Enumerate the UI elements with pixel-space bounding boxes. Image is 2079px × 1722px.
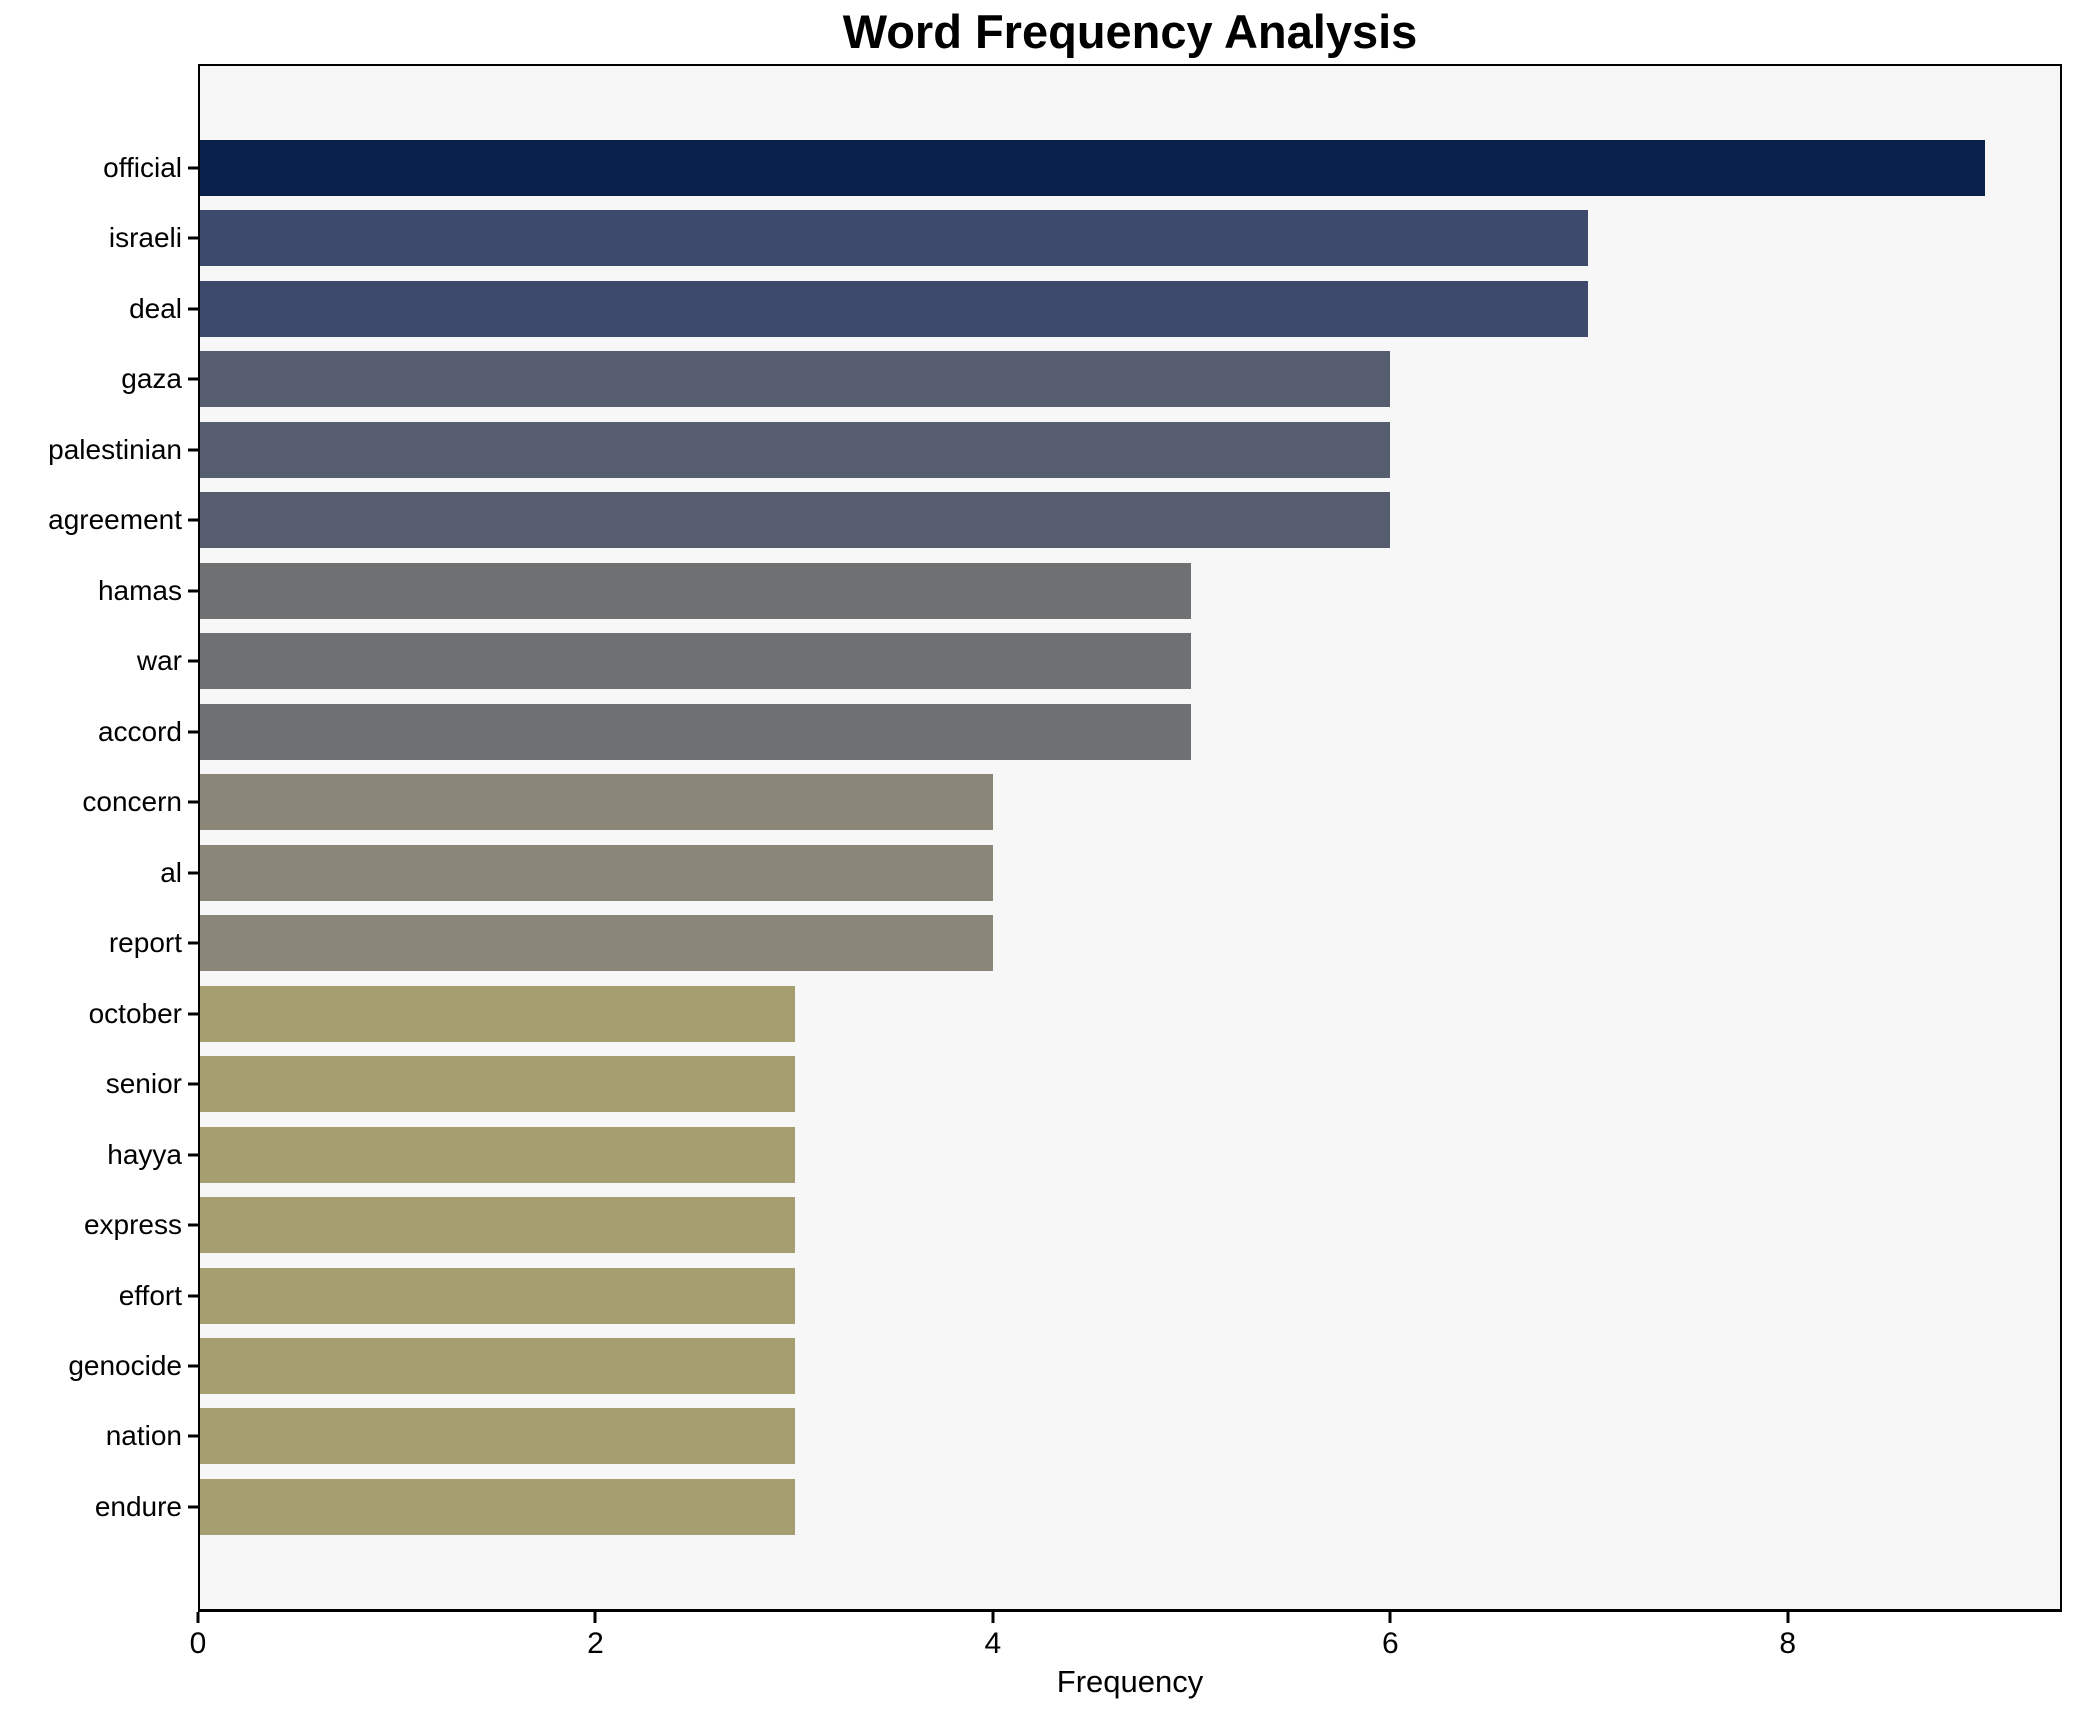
x-tick-label: 6: [1381, 1627, 1399, 1660]
y-tick-label: deal: [129, 292, 182, 324]
bar-row: report: [109, 915, 2060, 972]
bar-row: israeli: [109, 210, 2060, 267]
y-tick-label: report: [108, 927, 182, 959]
y-tick-label: senior: [105, 1068, 182, 1100]
bar-deal: [200, 280, 1589, 337]
y-tick-mark: [188, 166, 198, 170]
y-tick-mark: [188, 307, 198, 311]
bar-row: palestinian: [48, 421, 2060, 478]
bar-express: [200, 1197, 795, 1254]
x-axis-label: Frequency: [1056, 1664, 1204, 1699]
y-tick-label: hamas: [97, 574, 182, 606]
y-tick-mark: [188, 941, 198, 945]
y-tick-label: agreement: [48, 504, 182, 536]
y-tick-label: effort: [118, 1279, 182, 1311]
bar-row: agreement: [48, 492, 2060, 549]
x-tick-mark: [991, 1612, 995, 1623]
bar-row: express: [84, 1197, 2060, 1254]
y-tick-mark: [188, 659, 198, 663]
y-tick-label: endure: [94, 1490, 182, 1522]
x-tick-mark: [1388, 1612, 1392, 1623]
bar-war: [200, 633, 1192, 690]
y-tick-label: war: [136, 645, 182, 677]
bar-palestinian: [200, 421, 1390, 478]
y-tick-label: express: [83, 1209, 182, 1241]
x-tick-mark: [593, 1612, 597, 1623]
bar-hamas: [200, 562, 1192, 619]
y-tick-label: israeli: [108, 222, 182, 254]
bar-row: al: [160, 844, 2060, 901]
y-tick-label: palestinian: [48, 433, 182, 465]
y-tick-mark: [188, 589, 198, 593]
y-tick-mark: [188, 1505, 198, 1509]
x-tick-label: 0: [189, 1627, 207, 1660]
bar-israeli: [200, 210, 1589, 267]
y-tick-label: hayya: [107, 1138, 182, 1170]
y-tick-mark: [188, 236, 198, 240]
bar-al: [200, 844, 994, 901]
bar-hayya: [200, 1126, 795, 1183]
bar-senior: [200, 1056, 795, 1113]
bar-row: nation: [106, 1408, 2060, 1465]
bar-endure: [200, 1478, 795, 1535]
y-tick-mark: [188, 448, 198, 452]
bar-gaza: [200, 351, 1390, 408]
x-tick-mark: [196, 1612, 200, 1623]
bar-row: concern: [82, 774, 2060, 831]
y-tick-mark: [188, 1294, 198, 1297]
plot-area: official israeli deal gaza palestinian agreem…: [48, 64, 2062, 1612]
bar-row: hayya: [107, 1126, 2060, 1183]
y-tick-label: accord: [97, 715, 182, 747]
x-tick-label: 2: [587, 1627, 604, 1660]
y-tick-mark: [188, 871, 198, 875]
y-tick-label: al: [160, 856, 182, 888]
bar-report: [200, 915, 994, 972]
y-tick-label: official: [103, 152, 182, 183]
y-tick-label: genocide: [68, 1349, 182, 1381]
bar-row: senior: [106, 1056, 2060, 1113]
y-tick-label: october: [88, 997, 182, 1029]
y-tick-label: nation: [105, 1420, 182, 1452]
y-tick-mark: [188, 730, 198, 734]
x-tick-mark: [1786, 1612, 1790, 1623]
y-tick-mark: [188, 1364, 198, 1368]
y-tick-mark: [188, 1153, 198, 1157]
bar-genocide: [200, 1337, 795, 1394]
chart-title: Word Frequency Analysis: [842, 5, 1418, 58]
y-tick-mark: [188, 1434, 198, 1438]
x-axis: 0 2 4 6 8: [190, 1612, 2062, 1672]
y-tick-mark: [188, 1082, 198, 1086]
y-tick-mark: [188, 1012, 198, 1016]
bar-row: war: [137, 633, 2060, 690]
x-tick-label: 4: [984, 1627, 1002, 1660]
bar-nation: [200, 1408, 795, 1465]
x-tick-label: 8: [1779, 1627, 1797, 1660]
bar-concern: [200, 774, 994, 831]
bar-row: gaza: [121, 351, 2060, 408]
y-tick-mark: [188, 518, 198, 522]
bar-row: effort: [119, 1267, 2060, 1324]
bar-row: accord: [98, 703, 2060, 760]
y-tick-mark: [188, 800, 198, 804]
y-tick-mark: [188, 1223, 198, 1227]
y-tick-mark: [188, 377, 198, 381]
bar-row: deal: [129, 280, 2060, 337]
bar-agreement: [200, 492, 1390, 549]
bar-accord: [200, 703, 1192, 760]
bars-container: official israeli deal gaza palestinian agreem…: [48, 66, 2060, 1609]
bar-october: [200, 985, 795, 1042]
bar-effort: [200, 1267, 795, 1324]
bar-row: official: [103, 140, 2060, 196]
bar-row: endure: [95, 1478, 2060, 1535]
bar-row: hamas: [98, 562, 2060, 619]
y-tick-label: gaza: [121, 363, 182, 395]
bar-row: genocide: [68, 1337, 2060, 1394]
bar-row: october: [89, 985, 2060, 1042]
bar-official: [200, 140, 1985, 196]
y-tick-label: concern: [82, 786, 182, 818]
